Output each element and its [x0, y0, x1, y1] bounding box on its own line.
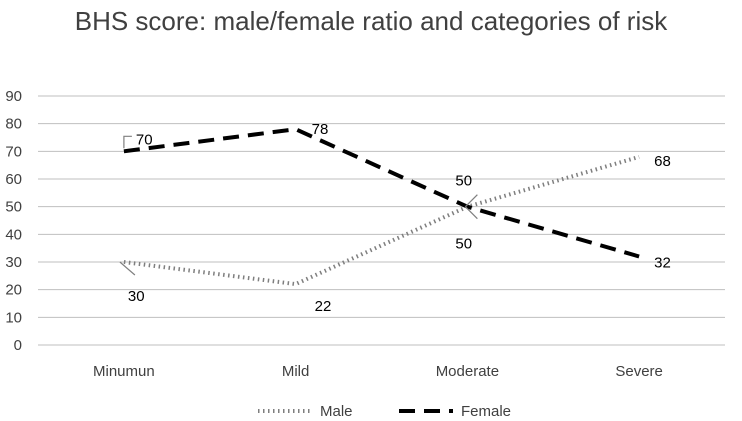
data-label-leader	[464, 194, 478, 208]
legend-label: Male	[320, 403, 353, 420]
series-line-male	[123, 154, 640, 287]
data-label-female: 50	[455, 173, 472, 190]
data-label-male: 22	[315, 298, 332, 315]
x-tick-label: Minumun	[93, 363, 155, 380]
data-label-leader	[119, 261, 136, 276]
data-label-leader	[464, 206, 478, 220]
data-label-female: 70	[136, 131, 153, 148]
x-axis-tick-labels: Minumun Mild Moderate Severe	[93, 363, 663, 380]
data-label-male: 50	[455, 236, 472, 253]
x-tick-label: Mild	[282, 363, 310, 380]
chart-title-text: BHS score: male/female ratio and categor…	[74, 6, 668, 36]
y-tick-label: 90	[5, 88, 22, 105]
y-tick-label: 70	[5, 143, 22, 160]
x-tick-label: Moderate	[436, 363, 499, 380]
y-tick-label: 60	[5, 171, 22, 188]
data-label-male: 68	[654, 153, 671, 170]
legend-label: Female	[461, 403, 511, 420]
data-label-leader	[123, 135, 132, 149]
data-labels: 30 22 50 68 70 78 50 32	[119, 121, 671, 315]
y-tick-label: 30	[5, 254, 22, 271]
y-tick-label: 10	[5, 309, 22, 326]
x-tick-label: Severe	[615, 363, 663, 380]
legend: Male Female	[258, 403, 511, 420]
gridlines	[38, 95, 725, 346]
y-tick-label: 40	[5, 226, 22, 243]
data-label-male: 30	[128, 288, 145, 305]
y-tick-label: 20	[5, 282, 22, 299]
series-line-female	[123, 127, 640, 259]
legend-item-female: Female	[399, 403, 511, 420]
chart-title: BHS score: male/female ratio and categor…	[0, 4, 742, 39]
y-axis-tick-labels: 0 10 20 30 40 50 60 70 80 90	[5, 88, 22, 354]
y-tick-label: 80	[5, 116, 22, 133]
y-tick-label: 50	[5, 199, 22, 216]
legend-item-male: Male	[258, 403, 353, 420]
data-label-female: 78	[312, 121, 329, 138]
y-tick-label: 0	[14, 337, 22, 354]
data-label-female: 32	[654, 254, 671, 271]
series-lines	[123, 127, 640, 287]
